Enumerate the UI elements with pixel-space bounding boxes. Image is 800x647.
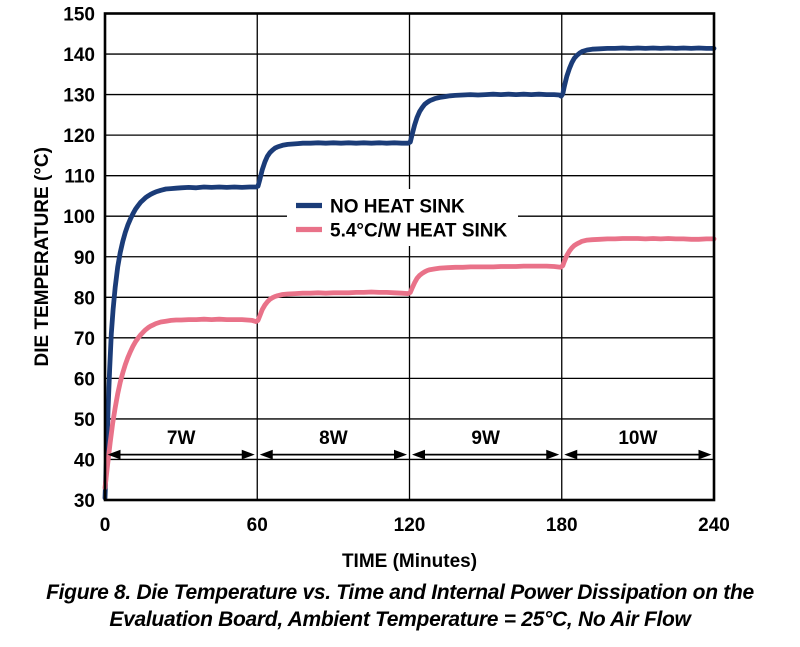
arrow-left-icon <box>259 449 273 460</box>
x-tick-label: 180 <box>546 515 578 536</box>
curve-heat-sink <box>102 236 717 491</box>
y-tick-label: 30 <box>74 491 95 512</box>
x-tick-label: 120 <box>394 515 426 536</box>
power-label-10w: 10W <box>618 428 657 449</box>
power-segment-9w: 9W <box>412 428 560 460</box>
y-tick-label: 150 <box>63 5 95 26</box>
gridlines <box>105 13 714 500</box>
power-label-7w: 7W <box>167 428 196 449</box>
x-tick-label: 240 <box>698 515 730 536</box>
y-tick-label: 50 <box>74 410 95 431</box>
legend-background <box>287 189 518 246</box>
y-tick-label: 140 <box>63 45 95 66</box>
figure-caption-line1: Figure 8. Die Temperature vs. Time and I… <box>46 581 754 604</box>
x-tick-label: 0 <box>100 515 111 536</box>
y-tick-label: 110 <box>64 167 95 188</box>
figure-caption-line2: Evaluation Board, Ambient Temperature = … <box>109 608 691 632</box>
y-tick-label: 90 <box>74 248 95 269</box>
arrow-right-icon <box>698 449 712 460</box>
y-tick-label: 70 <box>74 329 95 350</box>
arrow-right-icon <box>394 449 407 460</box>
x-tick-label: 60 <box>247 515 268 536</box>
curves <box>102 45 717 501</box>
arrow-left-icon <box>107 449 121 460</box>
power-segment-8w: 8W <box>259 428 407 460</box>
curve-no-heat-sink <box>102 45 717 501</box>
x-axis-title: TIME (Minutes) <box>342 551 477 572</box>
figure-caption: Figure 8. Die Temperature vs. Time and I… <box>0 579 800 634</box>
y-tick-label: 130 <box>63 86 95 107</box>
y-tick-label: 40 <box>74 450 95 471</box>
power-segment-7w: 7W <box>107 428 255 460</box>
legend-label-no-heat-sink: NO HEAT SINK <box>330 197 465 218</box>
arrow-left-icon <box>412 449 425 460</box>
y-tick-label: 120 <box>63 126 95 147</box>
y-tick-label: 80 <box>74 288 95 309</box>
y-tick-label: 100 <box>63 207 95 228</box>
legend: NO HEAT SINK 5.4°C/W HEAT SINK <box>287 189 518 246</box>
plot-border <box>103 12 716 502</box>
power-label-9w: 9W <box>471 428 500 449</box>
power-label-8w: 8W <box>319 428 348 449</box>
arrow-right-icon <box>241 449 255 460</box>
power-arrows: 7W 8W 9W 10W <box>107 428 712 460</box>
arrow-right-icon <box>546 449 560 460</box>
y-axis-title: DIE TEMPERATURE (°C) <box>32 147 53 366</box>
arrow-left-icon <box>564 449 578 460</box>
axis-labels: 30 40 50 60 70 80 90 100 110 120 130 140 150 0 60 120 18… <box>32 5 730 573</box>
legend-label-heat-sink: 5.4°C/W HEAT SINK <box>330 221 507 242</box>
power-segment-10w: 10W <box>564 428 712 460</box>
y-tick-label: 60 <box>74 369 95 390</box>
